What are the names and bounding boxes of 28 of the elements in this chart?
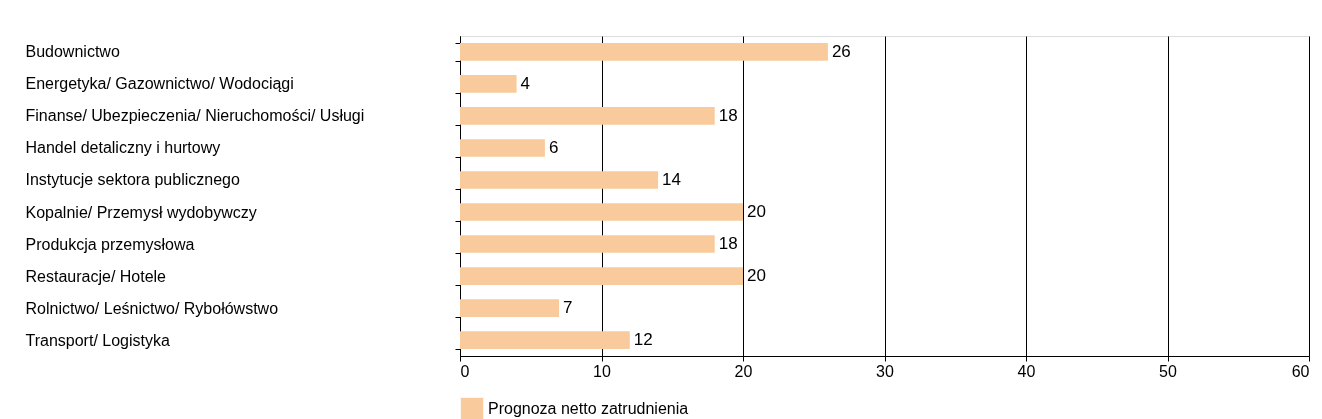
y-tick-label: Finanse/ Ubezpieczenia/ Nieruchomości/ Usługi — [25, 107, 365, 125]
y-tick-label: Transport/ Logistyka — [25, 331, 170, 349]
data-label: 7 — [563, 298, 573, 318]
y-tick-label: Handel detaliczny i hurtowy — [25, 139, 221, 157]
y-tick-label: Budownictwo — [25, 43, 120, 61]
data-label: 18 — [718, 105, 738, 125]
x-tick-label: 20 — [734, 362, 753, 380]
data-label: 6 — [548, 137, 559, 157]
y-tick-label: Restauracje/ Hotele — [25, 267, 167, 285]
data-label: 18 — [718, 234, 738, 254]
legend-label: Prognoza netto zatrudnienia — [488, 400, 689, 417]
x-tick-label: 40 — [1017, 362, 1036, 380]
data-label: 12 — [633, 330, 653, 350]
x-tick-label: 10 — [593, 362, 611, 380]
data-label: 26 — [831, 41, 851, 61]
y-tick-label: Energetyka/ Gazownictwo/ Wodociągi — [25, 75, 294, 93]
data-label: 4 — [520, 73, 531, 93]
data-label: 20 — [747, 202, 766, 222]
x-tick-label: 30 — [876, 362, 894, 380]
data-label: 14 — [662, 169, 682, 189]
y-tick-label: Rolnictwo/ Leśnictwo/ Rybołówstwo — [25, 299, 279, 317]
y-tick-label: Kopalnie/ Przemysł wydobywczy — [25, 203, 257, 221]
x-tick-label: 60 — [1291, 362, 1310, 380]
x-tick-label: 0 — [460, 362, 470, 380]
y-tick-label: Instytucje sektora publicznego — [25, 171, 240, 189]
x-tick-label: 50 — [1159, 362, 1177, 380]
data-label: 20 — [747, 266, 766, 286]
y-tick-label: Produkcja przemysłowa — [25, 235, 195, 253]
